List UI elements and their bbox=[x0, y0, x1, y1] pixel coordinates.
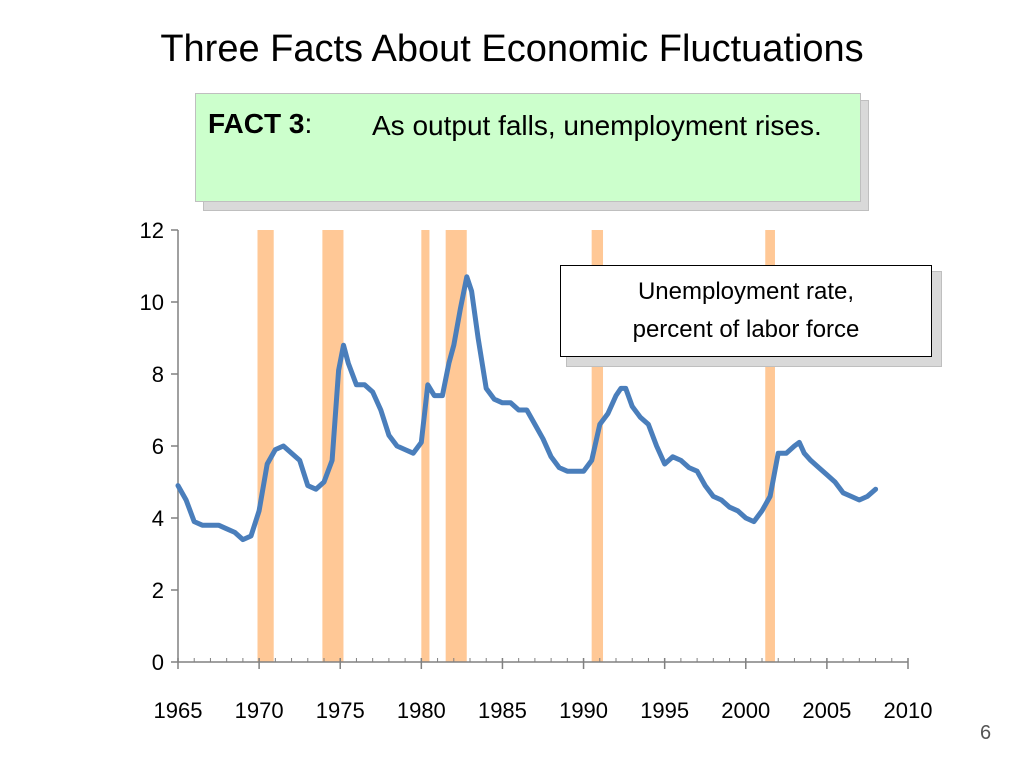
x-tick-label-1985: 1985 bbox=[478, 698, 527, 723]
slide-title: Three Facts About Economic Fluctuations bbox=[160, 28, 864, 70]
x-tick-label-1995: 1995 bbox=[640, 698, 689, 723]
fact-box: FACT 3: As output falls, unemployment ri… bbox=[195, 93, 861, 202]
x-tick-label-1990: 1990 bbox=[559, 698, 608, 723]
legend-line-1: Unemployment rate, bbox=[637, 278, 855, 305]
legend-line-2: percent of labor force bbox=[632, 316, 860, 343]
y-tick-label-6: 6 bbox=[152, 434, 164, 459]
x-tick-label-1965: 1965 bbox=[154, 698, 203, 723]
x-tick-label-1980: 1980 bbox=[397, 698, 446, 723]
x-tick-label-1975: 1975 bbox=[316, 698, 365, 723]
x-tick-label-2000: 2000 bbox=[721, 698, 770, 723]
recession-band-3 bbox=[445, 230, 467, 662]
legend-box: Unemployment rate, percent of labor forc… bbox=[560, 265, 932, 357]
fact-label-bold: FACT 3 bbox=[208, 108, 305, 139]
y-tick-label-12: 12 bbox=[140, 218, 164, 243]
y-tick-label-10: 10 bbox=[140, 290, 164, 315]
series-line-0 bbox=[175, 274, 879, 543]
recession-band-0 bbox=[257, 230, 274, 662]
x-tick-label-2005: 2005 bbox=[802, 698, 851, 723]
fact-colon: : bbox=[304, 108, 313, 139]
page-number: 6 bbox=[980, 722, 992, 744]
fact-text: As output falls, unemployment rises. bbox=[372, 110, 822, 141]
y-tick-label-0: 0 bbox=[152, 650, 164, 675]
y-tick-label-8: 8 bbox=[152, 362, 164, 387]
y-tick-label-2: 2 bbox=[152, 578, 164, 603]
fact-label: FACT 3: bbox=[208, 108, 312, 140]
x-tick-label-2010: 2010 bbox=[884, 698, 933, 723]
chart-axes: 0 2 4 6 8 10 12 1965 1970 1975 1980 1985 1990 1995 200… bbox=[140, 218, 933, 723]
recession-band-5 bbox=[765, 230, 775, 662]
recession-band-2 bbox=[421, 230, 430, 662]
unemployment-series bbox=[175, 274, 879, 543]
x-tick-label-1970: 1970 bbox=[235, 698, 284, 723]
y-tick-label-4: 4 bbox=[152, 506, 164, 531]
